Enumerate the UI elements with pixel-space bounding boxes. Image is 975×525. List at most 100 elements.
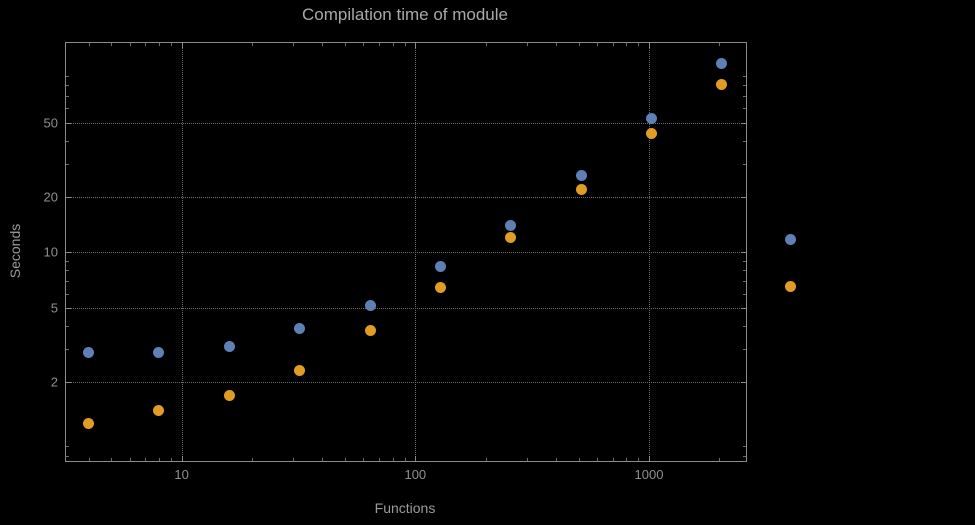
y-tick-mark [741,252,746,254]
y-minor-tick [66,270,69,272]
x-minor-tick [485,458,487,461]
y-minor-tick [66,293,69,295]
y-tick-label: 5 [50,300,58,316]
y-minor-tick [66,164,69,166]
x-tick-mark [649,43,651,48]
x-minor-tick [597,458,599,461]
data-point-series-orange [223,389,235,401]
data-point-series-orange [716,78,728,90]
x-minor-tick [170,458,172,461]
y-minor-tick [743,140,746,142]
x-tick-label: 1000 [634,467,664,482]
x-minor-tick [379,43,381,46]
y-minor-tick [66,281,69,283]
y-tick-label: 20 [43,189,58,205]
x-minor-tick [344,43,346,46]
x-minor-tick [129,458,131,461]
legend [785,234,796,292]
data-point-series-orange [153,405,165,417]
x-minor-tick [638,458,640,461]
y-tick-mark [66,382,71,384]
y-minor-tick [743,326,746,328]
x-tick-mark [181,43,183,48]
x-minor-tick [379,458,381,461]
data-point-series-blue [83,346,95,358]
chart-title: Compilation time of module [302,5,508,24]
y-minor-tick [66,446,69,448]
x-minor-tick [322,43,324,46]
data-point-series-blue [294,322,306,334]
y-minor-tick [743,281,746,283]
y-tick-mark [66,122,71,124]
x-minor-tick [597,43,599,46]
x-minor-tick [363,458,365,461]
y-minor-tick [743,446,746,448]
legend-marker [785,281,796,292]
x-axis-label: Functions [374,500,436,516]
data-point-series-orange [364,324,376,336]
x-minor-tick [404,43,406,46]
x-tick-mark [649,456,651,461]
x-minor-tick [344,458,346,461]
x-minor-tick [612,458,614,461]
data-point-series-blue [153,346,165,358]
y-minor-tick [743,293,746,295]
y-minor-tick [66,260,69,262]
gridline-horizontal [66,122,746,124]
x-minor-tick [392,458,394,461]
y-minor-tick [743,85,746,87]
y-tick-mark [66,252,71,254]
y-tick-mark [741,308,746,310]
x-tick-label: 100 [404,467,427,482]
x-minor-tick [293,43,295,46]
x-minor-tick [578,43,580,46]
y-tick-mark [66,308,71,310]
data-point-series-orange [645,127,657,139]
y-minor-tick [743,260,746,262]
y-minor-tick [66,326,69,328]
data-point-series-orange [505,232,517,244]
x-minor-tick [111,458,113,461]
y-minor-tick [66,108,69,110]
x-minor-tick [170,43,172,46]
x-minor-tick [719,43,721,46]
x-minor-tick [638,43,640,46]
data-point-series-orange [294,365,306,377]
y-minor-tick [743,349,746,351]
x-minor-tick [526,43,528,46]
y-minor-tick [743,95,746,97]
x-minor-tick [293,458,295,461]
x-minor-tick [145,43,147,46]
x-minor-tick [556,43,558,46]
y-tick-label: 10 [43,244,58,260]
y-minor-tick [66,455,69,457]
data-point-series-blue [364,299,376,311]
gridline-vertical [181,43,183,461]
x-tick-mark [181,456,183,461]
x-minor-tick [526,458,528,461]
y-minor-tick [66,75,69,77]
y-minor-tick [66,140,69,142]
y-minor-tick [66,95,69,97]
x-minor-tick [363,43,365,46]
legend-marker [785,234,796,245]
data-point-series-orange [575,183,587,195]
data-point-series-blue [645,112,657,124]
x-minor-tick [322,458,324,461]
x-minor-tick [158,43,160,46]
x-minor-tick [578,458,580,461]
data-point-series-blue [716,57,728,69]
gridline-horizontal [66,252,746,254]
y-minor-tick [743,108,746,110]
x-minor-tick [145,458,147,461]
y-tick-label: 2 [50,374,58,390]
y-minor-tick [743,75,746,77]
x-minor-tick [556,458,558,461]
y-tick-mark [66,196,71,198]
data-point-series-blue [505,219,517,231]
x-minor-tick [404,458,406,461]
x-tick-mark [415,43,417,48]
data-point-series-blue [434,261,446,273]
x-minor-tick [251,458,253,461]
